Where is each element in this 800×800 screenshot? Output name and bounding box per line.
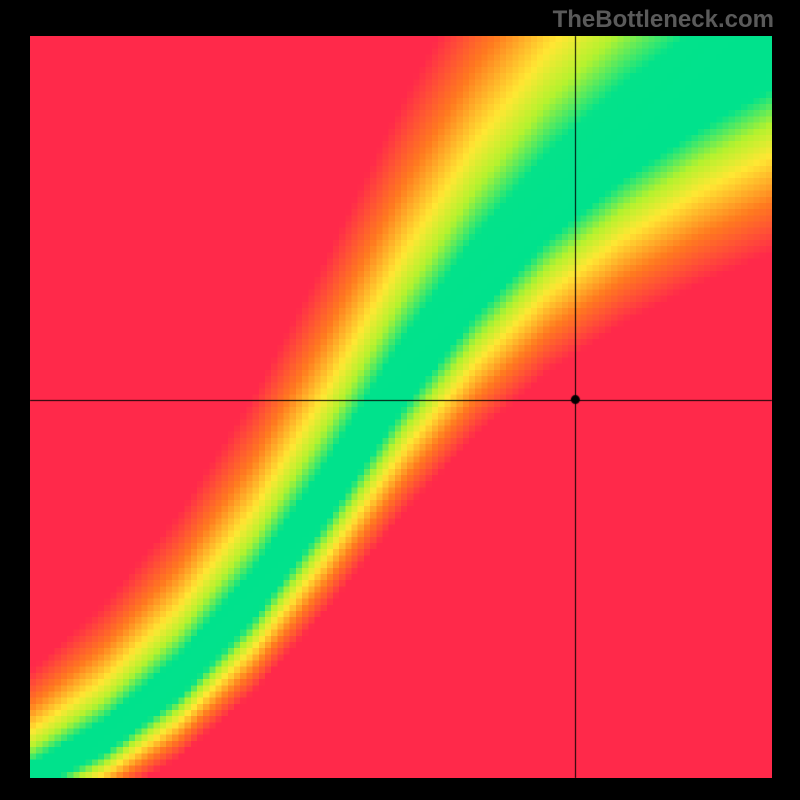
chart-container: TheBottleneck.com [0, 0, 800, 800]
attribution-watermark: TheBottleneck.com [553, 6, 774, 34]
crosshair-overlay [0, 0, 800, 800]
